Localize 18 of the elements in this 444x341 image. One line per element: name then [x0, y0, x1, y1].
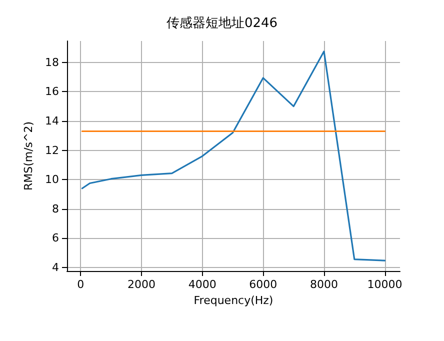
x-tick-label: 10000: [367, 278, 402, 291]
line-series: [81, 50, 386, 262]
x-axis-title: Frequency(Hz): [194, 294, 274, 307]
x-tick-label: 0: [77, 278, 84, 291]
y-tick-label: 12: [45, 144, 59, 157]
x-tick-label: 8000: [310, 278, 338, 291]
x-tick-label: 6000: [249, 278, 278, 291]
y-axis-title: RMS(m/s^2): [22, 121, 36, 191]
y-tick-label: 16: [45, 85, 59, 98]
y-tick-label: 14: [45, 114, 59, 128]
x-tick-label: 4000: [188, 278, 216, 291]
y-tick-label: 4: [52, 260, 59, 274]
x-tick-label: 2000: [128, 278, 156, 291]
y-tick-label: 8: [52, 202, 59, 216]
y-tick-label: 10: [45, 173, 59, 186]
y-tick-label: 6: [52, 232, 59, 245]
y-tick-label: 18: [45, 56, 59, 69]
chart-title: 传感器短地址0246: [166, 16, 278, 31]
